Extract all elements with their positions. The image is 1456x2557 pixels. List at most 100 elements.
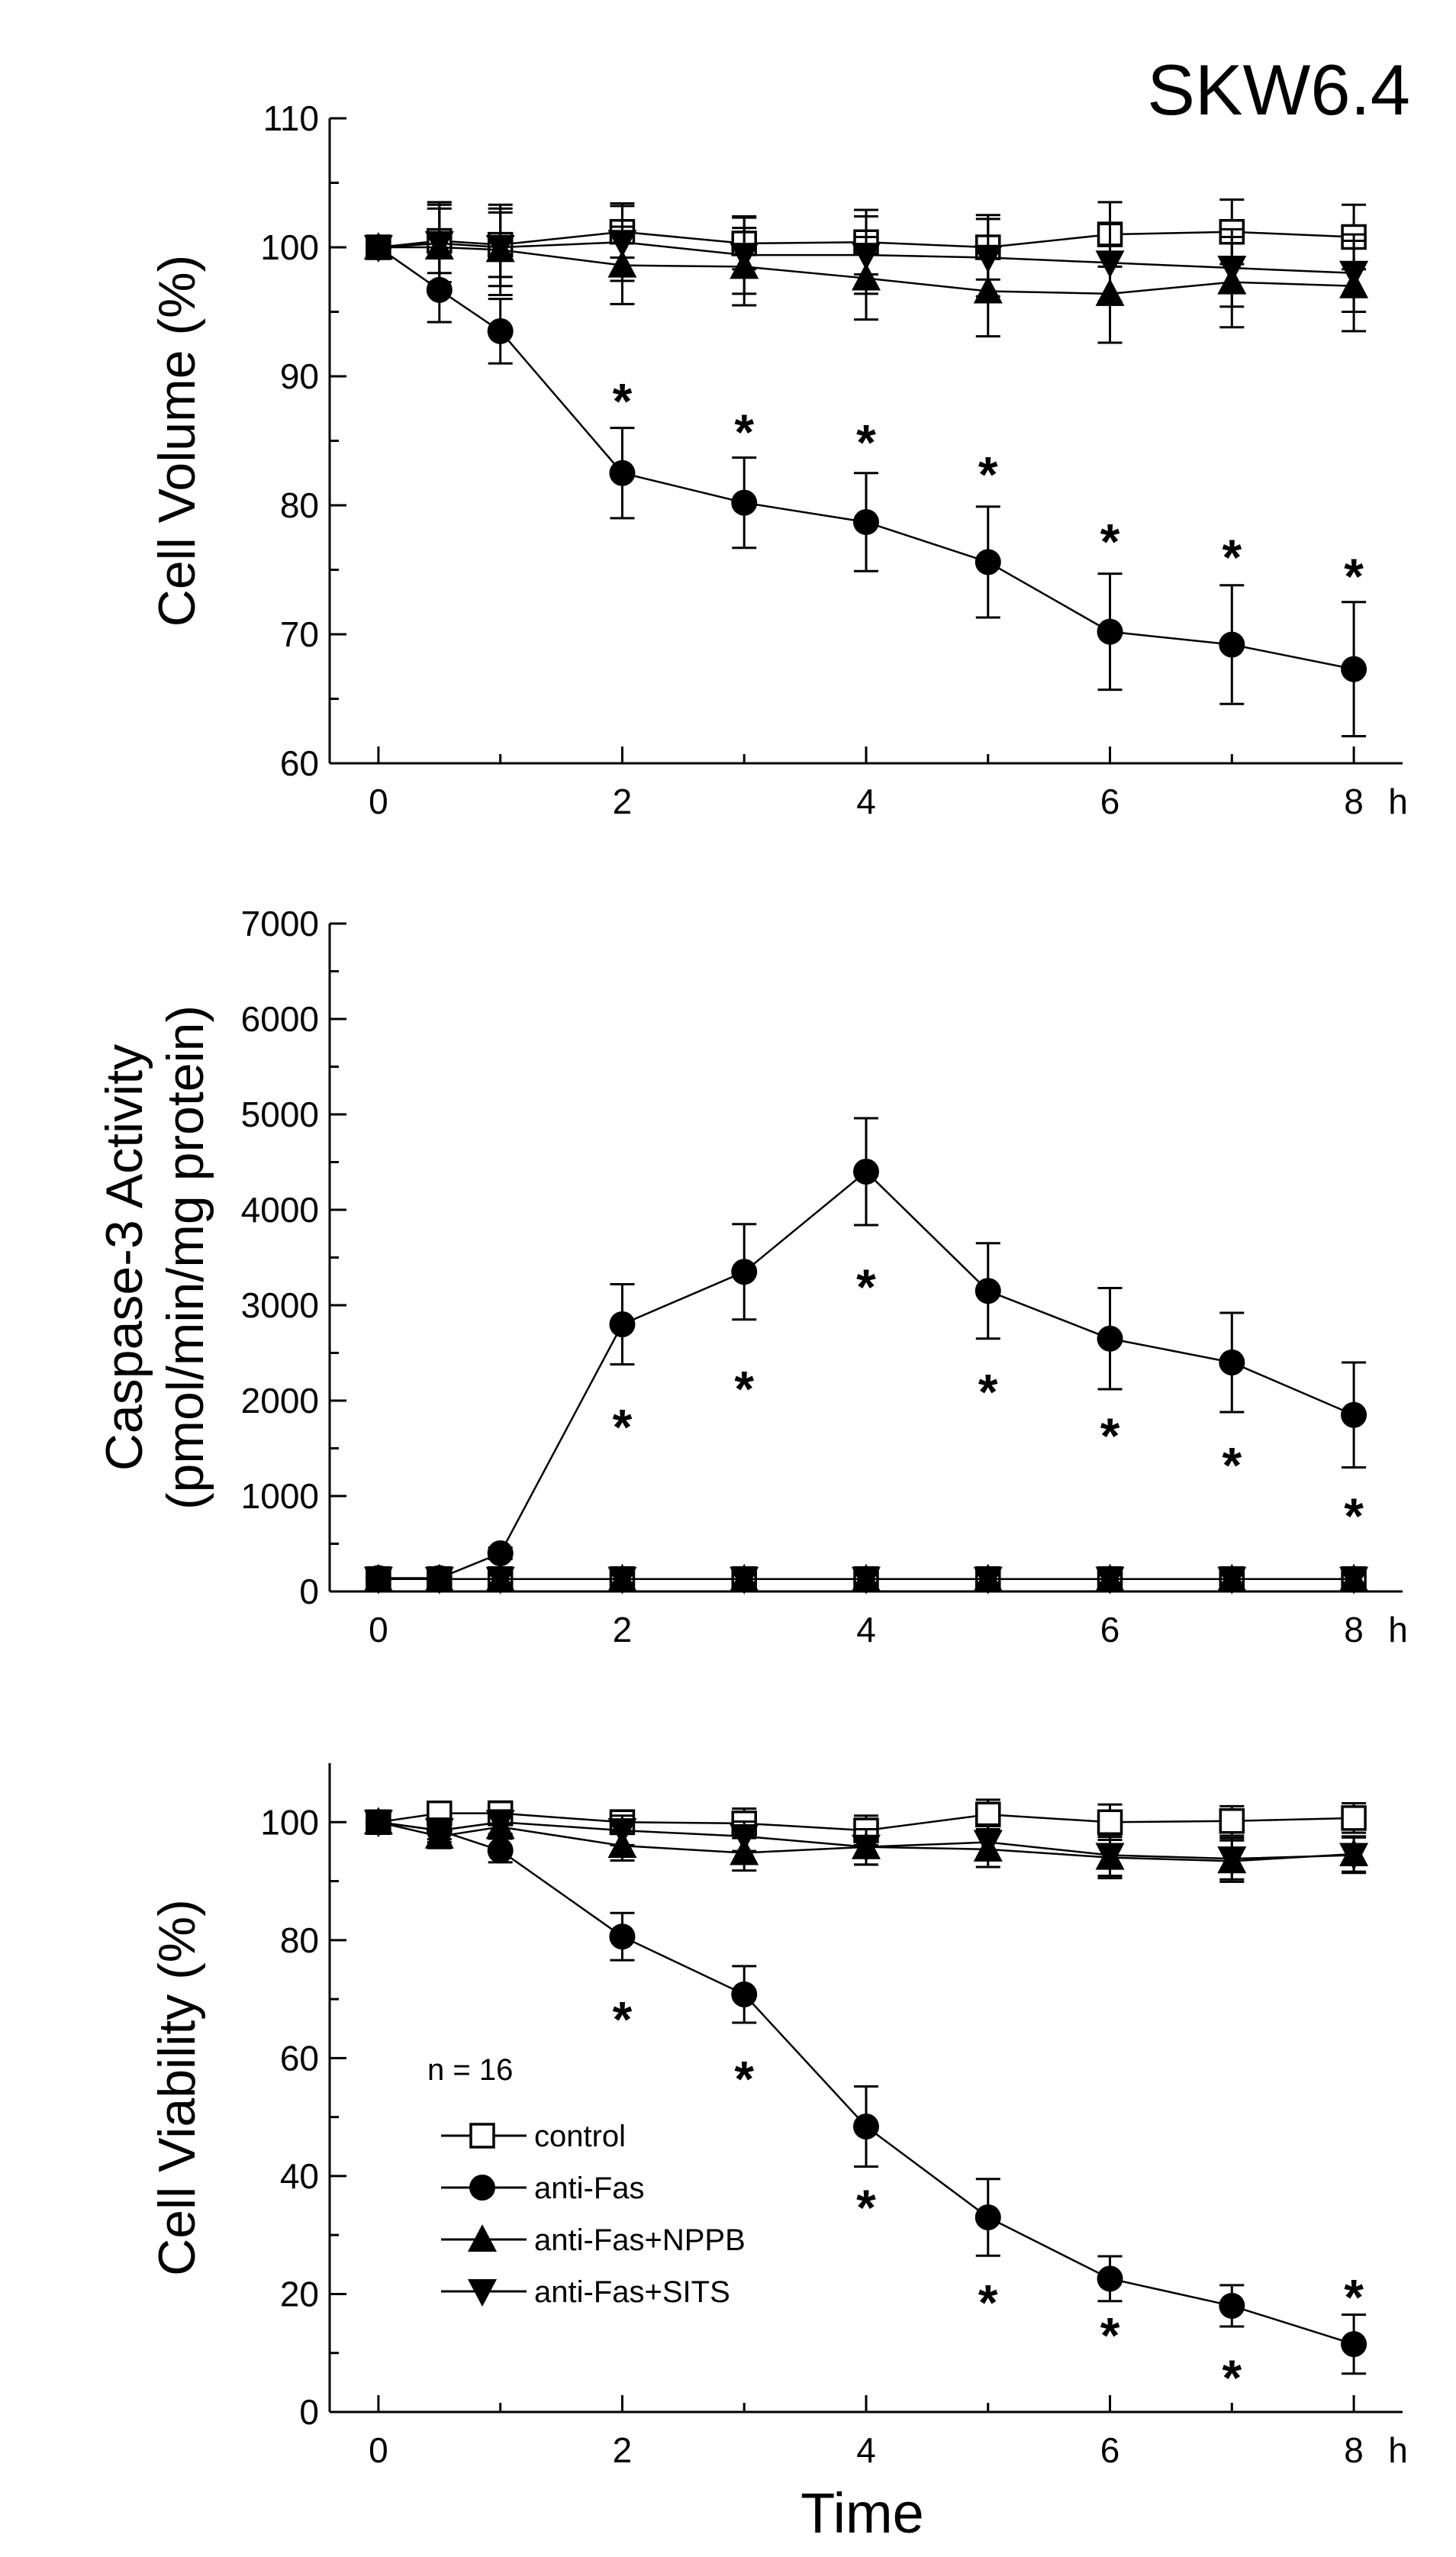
data-point — [1219, 1807, 1245, 1834]
data-point — [424, 1818, 454, 1846]
legend-marker — [468, 2279, 497, 2307]
series-line — [378, 1821, 1355, 2346]
x-tick-label: 0 — [369, 1610, 388, 1649]
data-point — [852, 1834, 881, 1862]
data-point — [424, 231, 454, 259]
series-line — [378, 231, 1355, 249]
y-tick-label: 90 — [280, 356, 319, 396]
series-anti-fas-sits — [363, 1566, 1369, 1594]
x-tick-label: 2 — [613, 2430, 633, 2470]
legend: n = 16 control anti-Fas anti-Fas+NPPB anti-F… — [427, 2053, 746, 2309]
data-point — [974, 1278, 1001, 1304]
x-unit-label: h — [1388, 2430, 1408, 2470]
y-axis-title-line: Caspase-3 Activity — [95, 1044, 153, 1471]
chart-panel-viability: 0 20 40 60 80 100 0 2 4 6 8 h Cell Viability (%) * * * *… — [148, 1763, 1408, 2470]
y-tick-label: 80 — [280, 1920, 319, 1960]
series-anti-fas-sits — [363, 1809, 1369, 1881]
chart-panel-caspase: 0 1000 2000 3000 4000 5000 6000 7000 0 2 4 6 8 h Caspa… — [95, 904, 1408, 1649]
legend-label: anti-Fas+NPPB — [534, 2223, 746, 2257]
significance-asterisk: * — [1100, 514, 1120, 570]
legend-label: anti-Fas+SITS — [534, 2275, 730, 2309]
series-line — [378, 240, 1355, 275]
data-point — [607, 1818, 637, 1846]
data-point — [1097, 618, 1123, 645]
data-point — [731, 489, 758, 516]
y-tick-label: 5000 — [241, 1095, 319, 1134]
data-point — [609, 1311, 636, 1337]
legend-marker — [469, 2175, 495, 2201]
x-tick-label: 6 — [1100, 782, 1120, 821]
data-point — [487, 1837, 514, 1864]
significance-asterisk: * — [1344, 548, 1364, 605]
chart-panel-volume: 60 70 80 90 100 110 0 2 4 6 8 h Cell Volume (%) * * * * *… — [148, 98, 1408, 821]
x-tick-label: 2 — [613, 1610, 633, 1649]
data-point — [487, 1540, 514, 1566]
data-point — [731, 1259, 758, 1285]
data-point — [730, 1566, 759, 1594]
x-tick-label: 4 — [856, 2430, 876, 2470]
y-tick-label: 80 — [280, 485, 319, 525]
y-axis-title: Cell Viability (%) — [148, 1899, 206, 2276]
data-point — [1217, 1566, 1247, 1594]
data-point — [1217, 1846, 1247, 1875]
legend-n-label: n = 16 — [427, 2053, 513, 2087]
series-anti-fas-sits — [363, 202, 1369, 313]
x-tick-label: 8 — [1344, 2430, 1364, 2470]
x-tick-label: 6 — [1100, 2430, 1120, 2470]
data-point — [1339, 1566, 1369, 1594]
significance-asterisk: * — [856, 2179, 876, 2236]
x-tick-label: 8 — [1344, 1610, 1364, 1649]
data-point — [1341, 1805, 1367, 1831]
series-line — [378, 1812, 1355, 1832]
significance-asterisk: * — [1222, 529, 1242, 585]
y-tick-label: 1000 — [241, 1476, 319, 1516]
data-point — [974, 2204, 1001, 2230]
legend-item: anti-Fas+NPPB — [441, 2223, 746, 2257]
x-tick-label: 4 — [856, 1610, 876, 1649]
data-point — [609, 459, 636, 486]
data-point — [730, 243, 759, 271]
y-tick-label: 0 — [299, 2392, 319, 2432]
legend-marker — [469, 2123, 495, 2149]
data-point — [973, 245, 1003, 273]
x-tick-label: 0 — [369, 782, 388, 821]
data-point — [363, 235, 393, 263]
legend-marker — [468, 2224, 497, 2252]
significance-asterisk: * — [1100, 2307, 1120, 2364]
significance-asterisk: * — [1222, 2349, 1242, 2406]
x-tick-label: 6 — [1100, 1610, 1120, 1649]
data-point — [852, 1566, 881, 1594]
data-point — [730, 1823, 759, 1852]
y-tick-label: 40 — [280, 2156, 319, 2196]
series-anti-fas — [365, 234, 1367, 738]
significance-asterisk: * — [856, 1259, 876, 1315]
series-line — [378, 246, 1355, 670]
data-point — [974, 549, 1001, 576]
data-point — [609, 1923, 636, 1950]
y-tick-label: 6000 — [241, 999, 319, 1039]
significance-asterisk: * — [978, 447, 998, 503]
y-tick-label: 2000 — [241, 1381, 319, 1420]
data-point — [1341, 656, 1367, 682]
data-point — [363, 1566, 393, 1594]
data-point — [853, 1159, 879, 1185]
y-tick-label: 3000 — [241, 1285, 319, 1325]
significance-asterisk: * — [613, 1991, 633, 2047]
x-tick-label: 2 — [613, 782, 633, 821]
x-tick-label: 4 — [856, 782, 876, 821]
significance-asterisk: * — [734, 2050, 754, 2107]
data-point — [852, 243, 881, 271]
y-axis-title: Cell Volume (%) — [148, 255, 206, 627]
data-point — [973, 1566, 1003, 1594]
data-point — [1095, 1566, 1125, 1594]
x-unit-label: h — [1388, 782, 1408, 821]
data-point — [1219, 1349, 1245, 1375]
y-tick-label: 60 — [280, 2038, 319, 2078]
significance-asterisk: * — [613, 1399, 633, 1456]
data-point — [1097, 1809, 1123, 1836]
series-line — [378, 1821, 1355, 1860]
data-point — [485, 1810, 515, 1838]
legend-item: anti-Fas+SITS — [441, 2275, 730, 2309]
series-anti-fas — [365, 1809, 1367, 2375]
